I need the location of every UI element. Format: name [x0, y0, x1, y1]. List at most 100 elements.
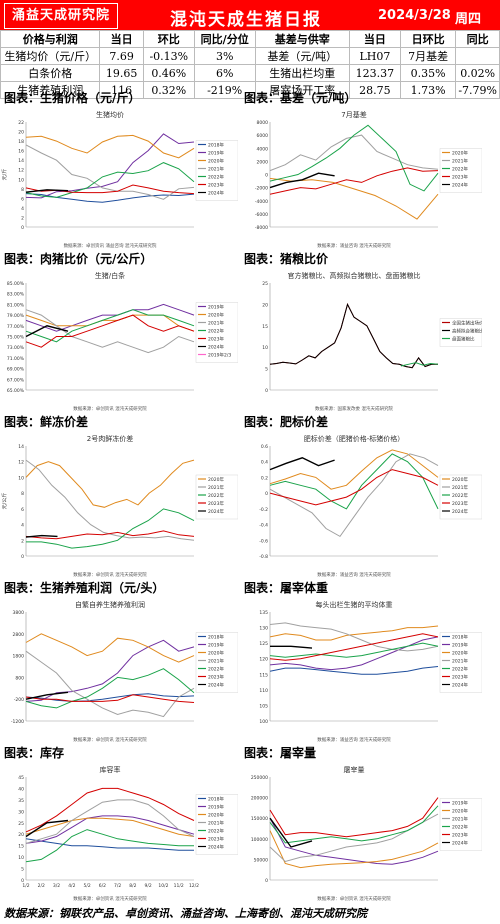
table-cell: 0.32% — [142, 81, 195, 99]
footer-source: 数据来源：钢联农产品、卓创资讯、涌益咨询、上海寄创、混沌天成研究院 — [4, 907, 367, 920]
series-line — [269, 449, 439, 490]
y-tick-label: 30 — [18, 809, 24, 815]
report-date: 2024/3/28 — [378, 8, 451, 23]
legend-label: 2024年 — [208, 844, 224, 851]
chart-source-note: 数据来源：国家发改委 混沌天成研究院 — [315, 405, 393, 412]
y-tick-label: -0.6 — [259, 538, 268, 544]
report-title: 混沌天成生猪日报 — [170, 10, 322, 30]
chart-panel: 每头出栏生猪的平均体重 100 105 110 115 120 125 130 135 2018年… — [244, 596, 482, 745]
y-tick-label: 120 — [259, 657, 268, 663]
series-line — [25, 459, 195, 541]
x-tick-label: 12/2 — [189, 883, 199, 889]
series-line — [269, 666, 439, 675]
series-line — [26, 508, 195, 549]
series-line — [269, 642, 439, 658]
series-line — [25, 799, 195, 844]
y-tick-label: 10 — [262, 345, 268, 351]
x-tick-label: 10/2 — [158, 883, 168, 889]
series-line — [269, 303, 438, 369]
summary-table: 价格与利润 当日 环比 同比/分位 基差与供宰 当日 日环比 同比 生猪均价（元… — [0, 30, 500, 99]
fat-standard-spread-chart: 肥标价差（肥猪价格-标猪价格） -0.8 -0.6 -0.4 -0.2 0 0.2 0.4 0.… — [259, 434, 482, 578]
chart-source-note: 数据来源：卓创资讯 混沌天成研究院 — [73, 736, 147, 743]
chart-source-note: 数据来源：涌益咨询 混沌天成研究院 — [317, 736, 391, 743]
y-tick-label: -2000 — [255, 186, 268, 192]
legend-label: 2019年 — [208, 804, 224, 811]
legend-label: 2022年 — [452, 666, 468, 673]
y-tick-label: 79.00% — [7, 313, 25, 319]
section-title: 图表：肉猪比价（元/公斤） — [4, 252, 153, 266]
x-tick-label: 8/2 — [129, 883, 136, 889]
series-line — [25, 303, 195, 332]
legend-label: 2022年 — [208, 828, 224, 835]
x-tick-label: 1/2 — [22, 883, 29, 889]
series-line — [25, 309, 195, 343]
legend-label: 2021年 — [208, 820, 224, 827]
series-line — [269, 177, 439, 220]
table-cell: 0.35% — [399, 64, 457, 82]
y-tick-label: 14 — [18, 444, 24, 450]
y-tick-label: 4 — [21, 206, 24, 212]
table-cell: 屠宰场开工率 — [254, 81, 350, 99]
inventory-chart: 库容率 0 5 10 15 20 25 30 35 40 45 1/2 2/2 3/2 4/2 5/2 6/2 7… — [18, 765, 238, 902]
legend-box — [439, 632, 482, 693]
y-tick-label: 12 — [18, 460, 24, 466]
legend-label: 2021年 — [452, 658, 468, 665]
table-header-cell: 同比/分位 — [193, 30, 256, 48]
legend-label: 2021年 — [452, 484, 468, 491]
hog-price-chart: 生猪均价 0 2 4 6 8 10 12 14 16 18 20 22 元/斤 2018年2019年2020… — [1, 110, 238, 249]
chart-title: 库容率 — [100, 765, 121, 774]
legend-label: 2021年 — [208, 658, 224, 665]
y-tick-label: 4000 — [257, 146, 269, 152]
series-line — [25, 633, 195, 663]
chart-title: 官方猪粮比、高频拟合猪粮比、盘面猪粮比 — [288, 271, 421, 280]
series-line — [269, 134, 439, 172]
y-tick-label: 150000 — [251, 816, 268, 822]
legend-label: 2020年 — [452, 476, 468, 483]
y-tick-label: 8 — [21, 187, 24, 193]
legend-label: 2023年 — [208, 500, 224, 507]
table-cell: 28.75 — [348, 81, 401, 99]
legend-label: 2021年 — [452, 816, 468, 823]
table-header-cell: 基差与供宰 — [254, 30, 350, 48]
series-line — [25, 838, 194, 851]
y-tick-label: 20 — [18, 832, 24, 838]
chart-title: 2号肉鲜冻价差 — [87, 434, 133, 443]
series-line — [25, 144, 195, 200]
y-tick-label: 2 — [21, 538, 24, 544]
legend-label: 2020年 — [208, 312, 224, 319]
series-line — [269, 453, 439, 510]
fresh-frozen-spread-chart: 2号肉鲜冻价差02468101214元/公斤2020年2021年2022年202… — [1, 434, 238, 578]
y-tick-label: 73.00% — [7, 345, 25, 351]
chart-panel: 生猪/白条 65.00% 67.00% 69.00% 71.00% 73.00% 75.00… — [0, 267, 238, 414]
legend-label: 2018年 — [452, 634, 468, 641]
series-line — [269, 172, 335, 189]
y-tick-label: 22 — [18, 120, 24, 126]
y-tick-label: 4 — [21, 523, 24, 529]
legend-box — [439, 148, 482, 193]
legend-label: 2021年 — [208, 166, 224, 173]
series-line — [269, 805, 439, 844]
table-row: 生猪养殖利润 116 0.32% -219% 屠宰场开工率 28.75 1.73… — [0, 81, 500, 99]
table-cell: 基差（元/吨） — [254, 47, 350, 65]
series-line — [269, 817, 439, 865]
y-tick-label: 0 — [21, 554, 24, 560]
chart-panel: 屠宰量 0 50000 100000 150000 200000 250000 2019年 20… — [244, 761, 482, 904]
y-axis-label: 元/斤 — [1, 169, 8, 181]
legend-label: 2019年 — [208, 304, 224, 311]
y-tick-label: 25 — [18, 821, 24, 827]
chart-source-note: 数据来源：涌益咨询 混沌天成研究院 — [317, 571, 391, 578]
table-cell: 生猪出栏均重 — [254, 64, 350, 82]
series-line — [400, 362, 439, 367]
legend-label: 2020年 — [452, 808, 468, 815]
table-header-cell: 日环比 — [399, 30, 457, 48]
y-tick-label: 15 — [18, 844, 24, 850]
x-tick-label: 4/2 — [68, 883, 75, 889]
series-line — [25, 314, 195, 348]
y-tick-label: 12 — [18, 168, 24, 174]
y-tick-label: 81.00% — [7, 302, 25, 308]
legend-label: 2024年 — [208, 344, 224, 351]
table-cell: 生猪养殖利润 — [0, 81, 101, 99]
table-cell: 7.69 — [99, 47, 144, 65]
y-tick-label: 0 — [265, 388, 268, 394]
legend-label: 2024年 — [452, 508, 468, 515]
